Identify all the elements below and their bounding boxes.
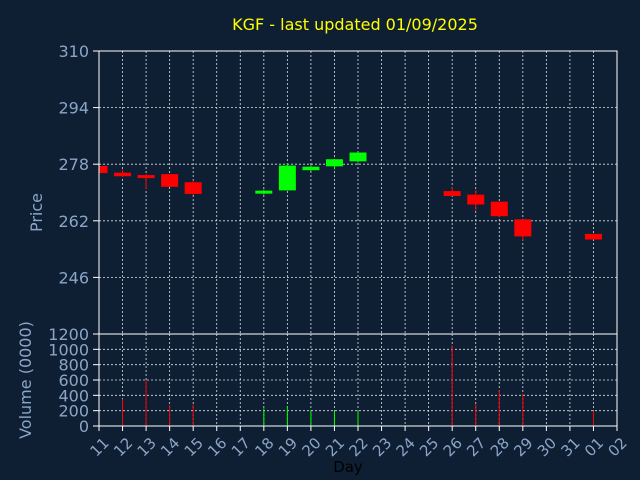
price-tick-label: 310 — [58, 42, 89, 61]
candle-body — [278, 165, 296, 191]
day-tick-label: 18 — [251, 434, 277, 460]
day-tick-label: 21 — [322, 434, 348, 460]
day-tick-label: 23 — [369, 434, 395, 460]
volume-tick-label: 1000 — [48, 340, 89, 359]
day-tick-label: 16 — [204, 434, 230, 460]
day-tick-label: 01 — [581, 434, 607, 460]
price-tick-label: 246 — [58, 268, 89, 287]
price-tick-label: 278 — [58, 155, 89, 174]
day-tick-label: 22 — [346, 434, 372, 460]
volume-tick-label: 800 — [58, 356, 89, 375]
volume-bars — [122, 345, 594, 426]
day-tick-label: 27 — [463, 434, 489, 460]
candle-body — [584, 233, 602, 240]
price-tick-label: 294 — [58, 99, 89, 118]
day-tick-label: 12 — [110, 434, 136, 460]
day-tick-label: 17 — [228, 434, 254, 460]
day-tick-label: 30 — [534, 434, 560, 460]
candle-body — [514, 219, 532, 237]
price-grid — [99, 51, 617, 334]
candle-body — [255, 190, 273, 194]
price-tick-label: 262 — [58, 212, 89, 231]
candle-body — [325, 159, 343, 167]
day-tick-label: 29 — [510, 434, 536, 460]
candles — [98, 152, 602, 241]
volume-tick-label: 600 — [58, 371, 89, 390]
day-tick-label: 15 — [181, 434, 207, 460]
day-tick-label: 14 — [157, 434, 183, 460]
day-tick-label: 25 — [416, 434, 442, 460]
candle-body — [349, 152, 367, 162]
volume-tick-label: 0 — [79, 417, 89, 436]
day-tick-label: 24 — [393, 434, 419, 460]
day-tick-label: 13 — [134, 434, 160, 460]
candle-body — [137, 175, 155, 179]
candle-body — [490, 201, 508, 217]
chart-title: KGF - last updated 01/09/2025 — [232, 15, 478, 34]
day-axis-label: Day — [333, 458, 363, 476]
volume-tick-label: 1200 — [48, 325, 89, 344]
price-axis-label: Price — [27, 193, 46, 232]
day-tick-label: 28 — [487, 434, 513, 460]
day-tick-label: 19 — [275, 434, 301, 460]
day-tick-label: 26 — [440, 434, 466, 460]
candle-body — [302, 166, 320, 171]
candle-body — [467, 194, 485, 205]
volume-tick-label: 200 — [58, 402, 89, 421]
candle-body — [114, 172, 132, 177]
day-tick-label: 02 — [605, 434, 631, 460]
day-tick-label: 31 — [557, 434, 583, 460]
candle-body — [99, 165, 108, 174]
volume-tick-label: 400 — [58, 386, 89, 405]
day-tick-label: 20 — [298, 434, 324, 460]
candle-body — [161, 174, 179, 187]
day-axis-ticks: 1112131415161718192021222324252627282930… — [87, 426, 631, 460]
candle-body — [443, 191, 461, 197]
day-tick-label: 11 — [87, 434, 113, 460]
candle-body — [184, 182, 202, 194]
price-axis-ticks: 310 294 278 262 246 — [58, 42, 99, 287]
volume-axis-label: Volume (0000) — [16, 321, 35, 439]
